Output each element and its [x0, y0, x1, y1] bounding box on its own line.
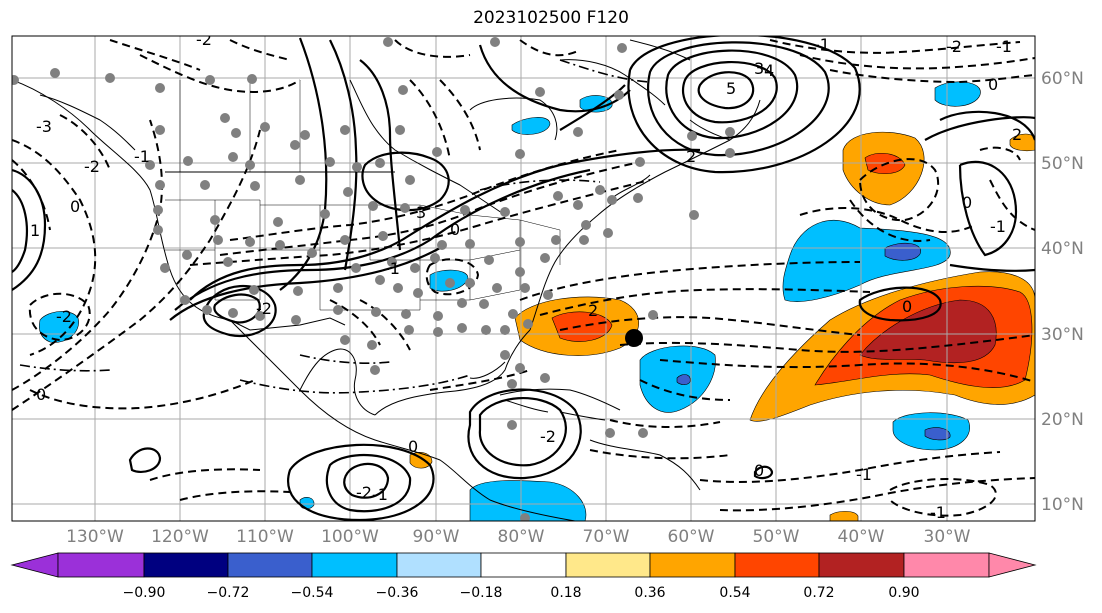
- svg-text:-1: -1: [930, 503, 946, 522]
- svg-text:0.18: 0.18: [550, 585, 581, 601]
- svg-text:0: 0: [70, 197, 80, 216]
- lon-label-120: 120°W: [151, 527, 209, 547]
- map-background: [12, 36, 1035, 521]
- svg-text:3: 3: [754, 59, 764, 78]
- svg-text:0.36: 0.36: [634, 585, 665, 601]
- storm-center-marker: [625, 329, 643, 347]
- svg-text:3: 3: [416, 203, 426, 222]
- svg-text:2: 2: [588, 301, 598, 320]
- lon-label-100: 100°W: [321, 527, 379, 547]
- coastlines: [12, 39, 761, 521]
- lat-label-10: 10°N: [1041, 495, 1084, 515]
- svg-text:0: 0: [450, 220, 460, 239]
- svg-text:-2: -2: [196, 30, 212, 49]
- svg-text:0.72: 0.72: [803, 585, 834, 601]
- longitude-labels: 130°W 120°W 110°W 100°W 90°W 80°W 70°W 6…: [66, 527, 971, 547]
- svg-text:-2: -2: [540, 427, 556, 446]
- svg-text:-2: -2: [256, 299, 272, 318]
- lat-label-60: 60°N: [1041, 69, 1084, 89]
- svg-text:0: 0: [754, 461, 764, 480]
- lat-label-30: 30°N: [1041, 325, 1084, 345]
- lon-label-80: 80°W: [498, 527, 545, 547]
- lon-label-40: 40°W: [838, 527, 885, 547]
- svg-text:-1: -1: [372, 485, 388, 504]
- station-markers: [12, 37, 735, 521]
- colorbar-min-extend: [10, 552, 59, 578]
- colorbar-max-extend: [988, 552, 1037, 578]
- svg-text:−0.90: −0.90: [123, 585, 166, 601]
- contour-label-group: -2 3 4 5 -1 -3 -2 0 1 -2 -2 2 -1 0 -2 0 …: [30, 30, 1022, 522]
- svg-text:-1: -1: [996, 37, 1012, 56]
- lon-label-130: 130°W: [66, 527, 124, 547]
- lat-label-40: 40°N: [1041, 239, 1084, 259]
- svg-text:-2: -2: [946, 37, 962, 56]
- lon-label-60: 60°W: [668, 527, 715, 547]
- lon-label-50: 50°W: [753, 527, 800, 547]
- svg-text:1: 1: [30, 221, 40, 240]
- svg-text:0: 0: [962, 193, 972, 212]
- svg-text:-1: -1: [134, 147, 150, 166]
- svg-text:0: 0: [902, 297, 912, 316]
- svg-text:−0.18: −0.18: [460, 585, 503, 601]
- svg-text:−0.54: −0.54: [291, 585, 334, 601]
- svg-text:0: 0: [36, 385, 46, 404]
- svg-text:0.90: 0.90: [888, 585, 919, 601]
- svg-text:-2: -2: [84, 157, 100, 176]
- svg-text:4: 4: [764, 61, 774, 80]
- political-borders: [165, 80, 561, 311]
- colorbar-tick-labels: −0.90 −0.72 −0.54 −0.36 −0.18 0.18 0.36 …: [123, 585, 920, 601]
- svg-text:2: 2: [686, 147, 696, 166]
- svg-text:-1: -1: [990, 217, 1006, 236]
- lon-label-110: 110°W: [236, 527, 294, 547]
- svg-text:-1: -1: [814, 35, 830, 54]
- svg-text:-2: -2: [56, 307, 72, 326]
- latitude-labels: 60°N 50°N 40°N 30°N 20°N 10°N: [1041, 69, 1084, 515]
- svg-text:2: 2: [1012, 125, 1022, 144]
- lon-label-90: 90°W: [413, 527, 460, 547]
- svg-text:0.54: 0.54: [719, 585, 750, 601]
- svg-text:-1: -1: [384, 259, 400, 278]
- contour-lines: [12, 36, 1035, 521]
- svg-text:0: 0: [408, 437, 418, 456]
- lon-label-30: 30°W: [924, 527, 971, 547]
- svg-text:0: 0: [988, 75, 998, 94]
- svg-text:-3: -3: [36, 117, 52, 136]
- svg-text:−0.72: −0.72: [207, 585, 250, 601]
- figure-title: 2023102500 F120: [473, 8, 629, 28]
- svg-text:-1: -1: [856, 465, 872, 484]
- lat-lon-grid: [12, 36, 1035, 521]
- lat-label-20: 20°N: [1041, 410, 1084, 430]
- lon-label-70: 70°W: [583, 527, 630, 547]
- svg-text:−0.36: −0.36: [376, 585, 419, 601]
- svg-text:5: 5: [726, 79, 736, 98]
- map-frame: [11, 35, 1036, 522]
- lat-label-50: 50°N: [1041, 154, 1084, 174]
- svg-text:-2: -2: [356, 483, 372, 502]
- colorbar: [10, 552, 1037, 578]
